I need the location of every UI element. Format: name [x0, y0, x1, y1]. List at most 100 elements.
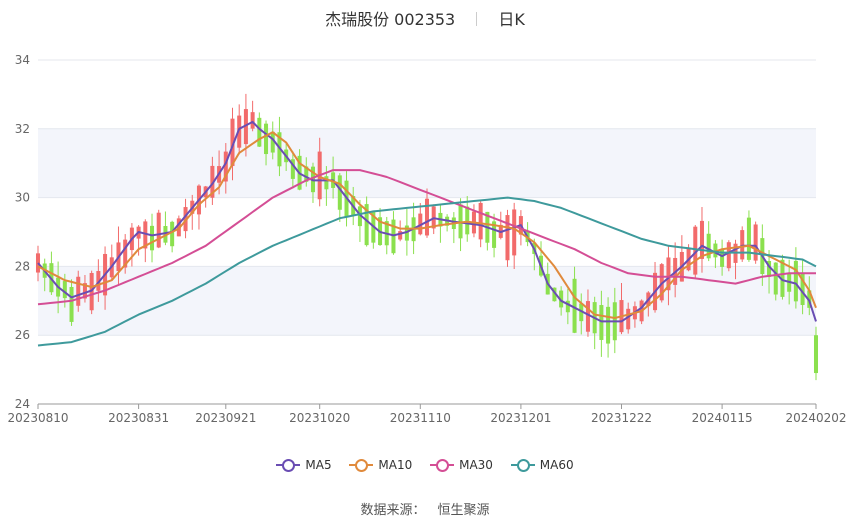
- candle-body: [552, 287, 557, 302]
- candle-body: [699, 220, 704, 259]
- grid-band: [38, 266, 816, 336]
- grid-band: [38, 128, 816, 198]
- x-tick-label: 20231110: [390, 411, 451, 425]
- chart-legend: MA5 MA10 MA30 MA60: [0, 458, 850, 475]
- candle-body: [424, 198, 430, 236]
- candle-body: [706, 233, 711, 259]
- legend-marker-ma5: [276, 458, 301, 472]
- candle-body: [492, 221, 497, 248]
- candle-body: [89, 272, 94, 311]
- x-tick-label: 20230810: [7, 411, 68, 425]
- candle-body: [726, 242, 731, 269]
- y-tick-label: 26: [15, 328, 30, 342]
- candle-body: [606, 306, 611, 344]
- candle-body: [82, 283, 87, 299]
- title-separator: [476, 12, 478, 26]
- y-tick-label: 24: [15, 397, 30, 411]
- candle-body: [720, 249, 725, 267]
- candle-body: [143, 221, 148, 249]
- chart-title: 杰瑞股份 002353 日K: [0, 6, 850, 30]
- legend-label-ma30: MA30: [459, 458, 493, 472]
- candle-body: [767, 260, 772, 277]
- candle-body: [773, 262, 778, 295]
- candle-body: [478, 202, 483, 240]
- candle-body: [404, 225, 409, 241]
- legend-label-ma10: MA10: [378, 458, 413, 472]
- y-tick-label: 28: [15, 259, 30, 273]
- candle-body: [659, 264, 664, 301]
- candle-body: [398, 231, 403, 240]
- legend-item-ma10[interactable]: MA10: [349, 458, 412, 472]
- candle-body: [458, 204, 463, 239]
- candle-body: [76, 276, 81, 306]
- candle-body: [753, 224, 758, 261]
- candle-body: [391, 219, 396, 254]
- y-tick-label: 30: [15, 191, 30, 205]
- candle-body: [123, 239, 128, 268]
- data-source: 数据来源： 恒生聚源: [0, 499, 850, 518]
- candle-body: [780, 259, 785, 297]
- candle-body: [304, 166, 309, 182]
- series-line-ma60: [37, 196, 817, 347]
- candle-body: [150, 225, 155, 251]
- candle-body: [223, 151, 228, 182]
- x-tick-label: 20231201: [490, 411, 551, 425]
- candle-body: [693, 226, 698, 275]
- candle-body: [156, 212, 161, 248]
- candle-body: [230, 118, 235, 167]
- candle-body: [210, 165, 215, 198]
- candle-body: [69, 286, 74, 322]
- candle-body: [465, 206, 470, 235]
- x-tick-label: 20231020: [289, 411, 350, 425]
- candle-body: [170, 221, 175, 247]
- candle-body: [264, 123, 269, 155]
- legend-item-ma30[interactable]: MA30: [430, 458, 493, 472]
- candle-body: [357, 206, 362, 227]
- candle-body: [512, 209, 517, 256]
- candle-body: [364, 204, 369, 246]
- series-line-ma10: [37, 131, 817, 319]
- source-label: 数据来源：: [360, 503, 426, 518]
- legend-label-ma5: MA5: [305, 458, 332, 472]
- x-tick-label: 20231222: [591, 411, 652, 425]
- candle-body: [585, 301, 590, 332]
- legend-item-ma60[interactable]: MA60: [510, 458, 574, 472]
- series-line-ma30: [37, 169, 816, 306]
- candle-body: [35, 253, 41, 273]
- candle-body: [800, 272, 805, 305]
- candle-body: [579, 303, 584, 322]
- candle-body: [62, 281, 67, 299]
- y-tick-label: 32: [15, 122, 30, 136]
- candle-body: [250, 112, 255, 129]
- period-label: 日K: [498, 10, 525, 29]
- x-tick-label: 20230831: [108, 411, 169, 425]
- candle-body: [740, 230, 745, 260]
- legend-marker-ma10: [349, 458, 374, 472]
- candle-body: [418, 213, 423, 235]
- candle-body: [565, 300, 570, 313]
- legend-marker-ma60: [510, 458, 535, 472]
- candle-body: [599, 305, 604, 340]
- candle-body: [559, 290, 564, 308]
- legend-marker-ma30: [430, 458, 455, 472]
- candle-body: [746, 217, 751, 260]
- series-line-ma5: [37, 120, 817, 323]
- candle-body: [237, 115, 242, 148]
- candle-body: [807, 290, 812, 308]
- candle-body: [666, 257, 671, 291]
- candle-body: [324, 176, 329, 190]
- candle-body: [793, 260, 798, 302]
- candle-body: [257, 117, 262, 147]
- source-value: 恒生聚源: [437, 503, 490, 518]
- candle-body: [505, 215, 510, 261]
- candle-body: [243, 109, 248, 145]
- legend-item-ma5[interactable]: MA5: [276, 458, 332, 472]
- candle-body: [290, 159, 295, 179]
- stock-name: 杰瑞股份 002353: [325, 10, 456, 29]
- candle-body: [572, 278, 577, 333]
- y-tick-label: 34: [15, 53, 30, 67]
- x-tick-label: 20240115: [692, 411, 753, 425]
- candle-body: [626, 308, 631, 330]
- candle-body: [270, 131, 275, 153]
